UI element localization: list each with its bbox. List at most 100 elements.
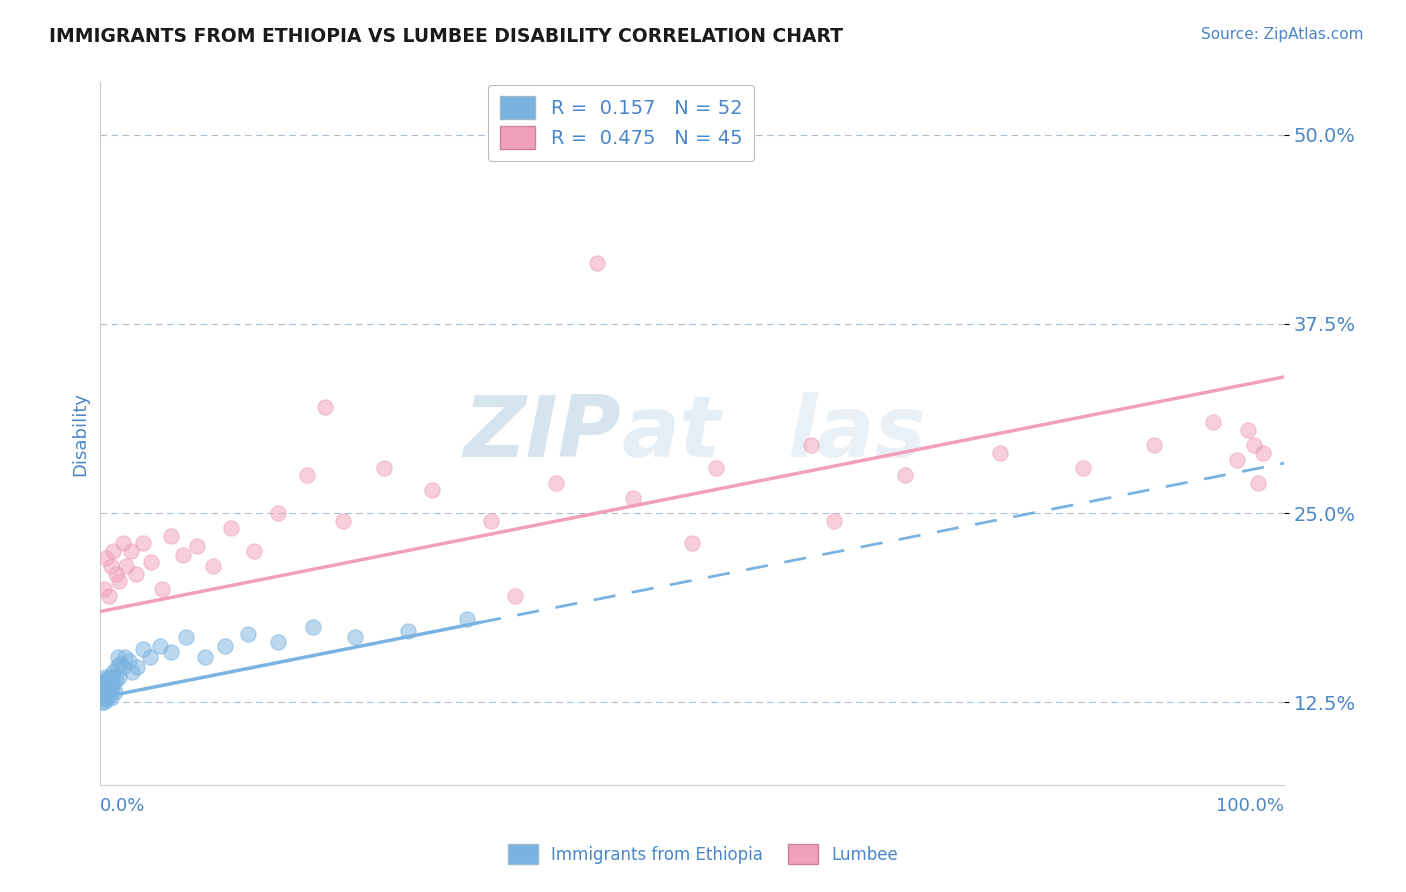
Point xyxy=(97,688,120,702)
Point xyxy=(103,684,125,698)
Point xyxy=(98,683,121,698)
Point xyxy=(621,491,644,505)
Point xyxy=(91,675,114,690)
Point xyxy=(1202,415,1225,429)
Point xyxy=(456,612,478,626)
Point xyxy=(479,514,502,528)
Point xyxy=(93,683,115,698)
Point xyxy=(1237,423,1260,437)
Point xyxy=(111,660,134,674)
Point xyxy=(132,642,155,657)
Point xyxy=(343,630,366,644)
Point xyxy=(96,690,118,705)
Legend: Immigrants from Ethiopia, Lumbee: Immigrants from Ethiopia, Lumbee xyxy=(501,838,905,871)
Point xyxy=(1143,438,1166,452)
Point xyxy=(267,506,290,520)
Text: at: at xyxy=(621,392,720,475)
Point xyxy=(97,590,120,604)
Point xyxy=(108,669,131,683)
Point xyxy=(110,657,132,672)
Point xyxy=(201,559,224,574)
Point xyxy=(150,582,173,596)
Point xyxy=(132,536,155,550)
Point xyxy=(100,690,122,705)
Point xyxy=(125,566,148,581)
Text: 100.0%: 100.0% xyxy=(1216,797,1284,814)
Point xyxy=(111,536,134,550)
Point xyxy=(96,680,118,694)
Point xyxy=(267,634,290,648)
Point xyxy=(297,468,319,483)
Point xyxy=(105,660,128,674)
Point xyxy=(141,555,163,569)
Point xyxy=(91,690,114,705)
Point xyxy=(93,673,115,687)
Text: 0.0%: 0.0% xyxy=(100,797,146,814)
Point xyxy=(1071,460,1094,475)
Point xyxy=(118,654,141,668)
Point xyxy=(93,582,115,596)
Point xyxy=(1226,453,1249,467)
Point xyxy=(93,695,115,709)
Point xyxy=(238,627,260,641)
Point xyxy=(101,680,124,694)
Point xyxy=(988,445,1011,459)
Text: IMMIGRANTS FROM ETHIOPIA VS LUMBEE DISABILITY CORRELATION CHART: IMMIGRANTS FROM ETHIOPIA VS LUMBEE DISAB… xyxy=(49,27,844,45)
Point xyxy=(103,665,125,679)
Point xyxy=(104,673,127,687)
Point xyxy=(108,574,131,589)
Point xyxy=(104,566,127,581)
Legend: R =  0.157   N = 52, R =  0.475   N = 45: R = 0.157 N = 52, R = 0.475 N = 45 xyxy=(488,85,754,161)
Point xyxy=(186,540,208,554)
Point xyxy=(420,483,443,498)
Point xyxy=(172,549,194,563)
Point xyxy=(1243,438,1265,452)
Point xyxy=(894,468,917,483)
Point xyxy=(94,688,117,702)
Point xyxy=(121,665,143,679)
Point xyxy=(94,669,117,683)
Point xyxy=(799,438,821,452)
Point xyxy=(96,551,118,566)
Point xyxy=(544,475,567,490)
Point xyxy=(214,639,236,653)
Point xyxy=(96,673,118,687)
Point xyxy=(96,692,118,706)
Point xyxy=(100,559,122,574)
Point xyxy=(125,660,148,674)
Point xyxy=(90,695,112,709)
Point xyxy=(160,529,183,543)
Text: ZIP: ZIP xyxy=(464,392,621,475)
Y-axis label: Disability: Disability xyxy=(72,392,89,475)
Point xyxy=(332,514,354,528)
Point xyxy=(193,649,215,664)
Point xyxy=(115,559,138,574)
Text: Source: ZipAtlas.com: Source: ZipAtlas.com xyxy=(1201,27,1364,42)
Point xyxy=(103,544,125,558)
Point xyxy=(219,521,242,535)
Point xyxy=(396,624,419,639)
Point xyxy=(101,669,124,683)
Point xyxy=(243,544,266,558)
Point xyxy=(94,680,117,694)
Point xyxy=(139,649,162,664)
Point xyxy=(302,619,325,633)
Point xyxy=(681,536,703,550)
Point xyxy=(1247,475,1270,490)
Point xyxy=(586,256,609,270)
Point xyxy=(103,675,125,690)
Point xyxy=(373,460,395,475)
Point xyxy=(823,514,845,528)
Point xyxy=(100,675,122,690)
Point xyxy=(160,645,183,659)
Point xyxy=(90,680,112,694)
Point xyxy=(704,460,727,475)
Point xyxy=(148,639,170,653)
Point xyxy=(314,400,336,414)
Point xyxy=(96,675,118,690)
Point xyxy=(107,649,129,664)
Point xyxy=(120,544,142,558)
Point xyxy=(97,679,120,693)
Point xyxy=(96,683,118,698)
Point xyxy=(503,590,526,604)
